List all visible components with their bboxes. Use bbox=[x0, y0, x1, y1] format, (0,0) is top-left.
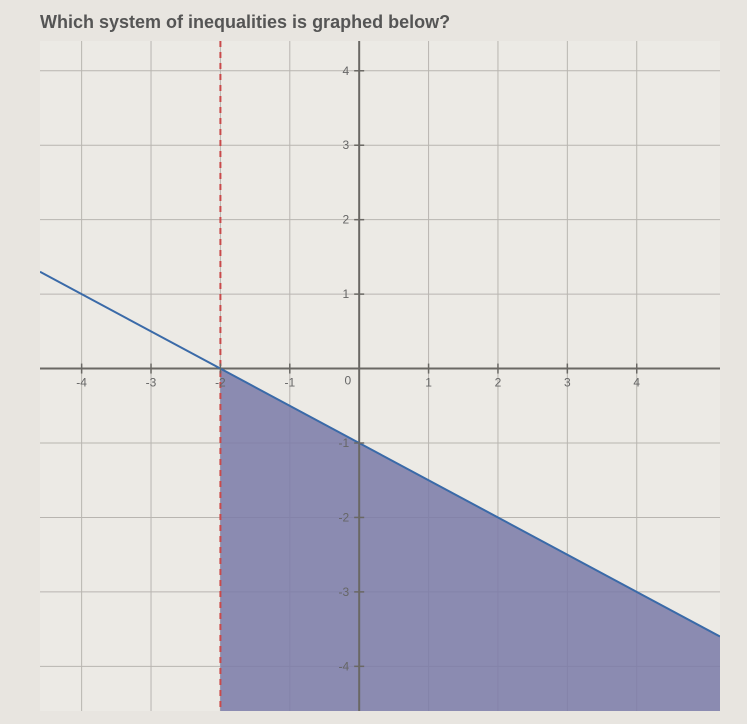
inequality-chart: -4 -3 -2 -1 1 2 3 4 -4 -3 -2 -1 1 2 3 4 0 bbox=[40, 41, 720, 711]
x-tick-label: 3 bbox=[564, 376, 571, 390]
origin-label: 0 bbox=[344, 374, 351, 388]
y-tick-label: 4 bbox=[342, 64, 349, 78]
page: Which system of inequalities is graphed … bbox=[0, 0, 747, 724]
y-tick-label: -1 bbox=[339, 436, 350, 450]
x-tick-label: 2 bbox=[495, 376, 502, 390]
x-tick-label: -4 bbox=[76, 376, 87, 390]
question-text: Which system of inequalities is graphed … bbox=[40, 12, 727, 33]
x-tick-label: -1 bbox=[284, 376, 295, 390]
y-tick-label: 3 bbox=[342, 138, 349, 152]
y-tick-label: 1 bbox=[342, 287, 349, 301]
chart-svg: -4 -3 -2 -1 1 2 3 4 -4 -3 -2 -1 1 2 3 4 0 bbox=[40, 41, 720, 711]
y-tick-label: -3 bbox=[339, 585, 350, 599]
x-tick-label: -2 bbox=[215, 376, 226, 390]
y-tick-label: -2 bbox=[339, 510, 350, 524]
x-tick-label: 1 bbox=[425, 376, 432, 390]
y-tick-label: 2 bbox=[342, 213, 349, 227]
x-tick-label: 4 bbox=[633, 376, 640, 390]
x-tick-label: -3 bbox=[146, 376, 157, 390]
y-tick-label: -4 bbox=[339, 659, 350, 673]
